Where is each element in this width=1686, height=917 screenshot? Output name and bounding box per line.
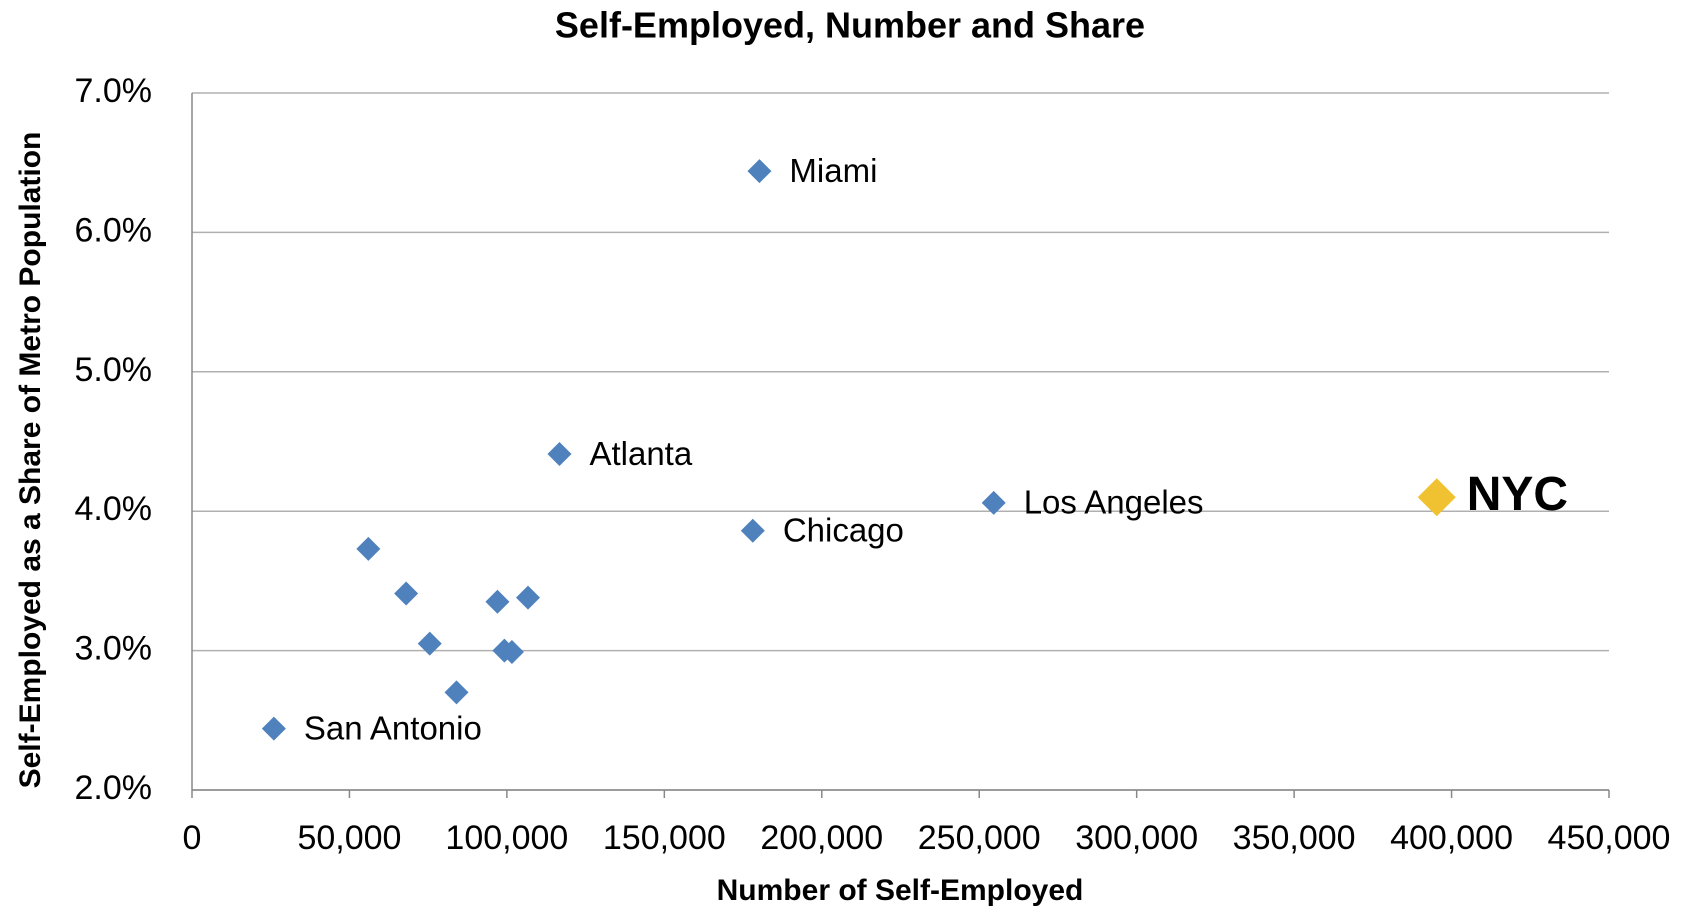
point-label: Atlanta [589,435,692,472]
chart-title: Self-Employed, Number and Share [555,5,1145,46]
y-axis-title: Self-Employed as a Share of Metro Popula… [14,132,47,789]
y-tick-label: 2.0% [75,769,153,807]
y-tick-label: 3.0% [75,630,153,668]
x-tick-label: 50,000 [297,819,401,857]
data-point [356,536,381,561]
y-tick-label: 6.0% [75,211,153,249]
x-tick-label: 200,000 [760,819,883,857]
y-tick-label: 4.0% [75,490,153,528]
point-label: NYC [1467,468,1568,521]
x-tick-label: 400,000 [1390,819,1513,857]
x-tick-label: 250,000 [918,819,1041,857]
data-point [981,490,1006,515]
y-tick-label: 7.0% [75,72,153,110]
x-tick-label: 100,000 [445,819,568,857]
data-point [485,589,510,614]
data-point [261,716,286,741]
x-tick-label: 350,000 [1233,819,1356,857]
data-point [417,631,442,656]
point-label: Chicago [783,511,904,548]
x-tick-label: 300,000 [1075,819,1198,857]
point-label: Los Angeles [1024,484,1204,521]
data-point [394,581,419,606]
y-tick-label: 5.0% [75,351,153,389]
data-point [1417,478,1456,517]
data-point [547,442,572,467]
data-point [740,518,765,543]
data-point [747,159,772,184]
point-label: Miami [789,152,877,189]
x-axis-title: Number of Self-Employed [717,874,1084,907]
data-point [515,585,540,610]
data-point [499,639,524,664]
data-point [444,680,469,705]
x-tick-label: 150,000 [603,819,726,857]
x-tick-label: 0 [183,819,202,857]
point-label: San Antonio [304,709,482,746]
x-tick-label: 450,000 [1548,819,1671,857]
